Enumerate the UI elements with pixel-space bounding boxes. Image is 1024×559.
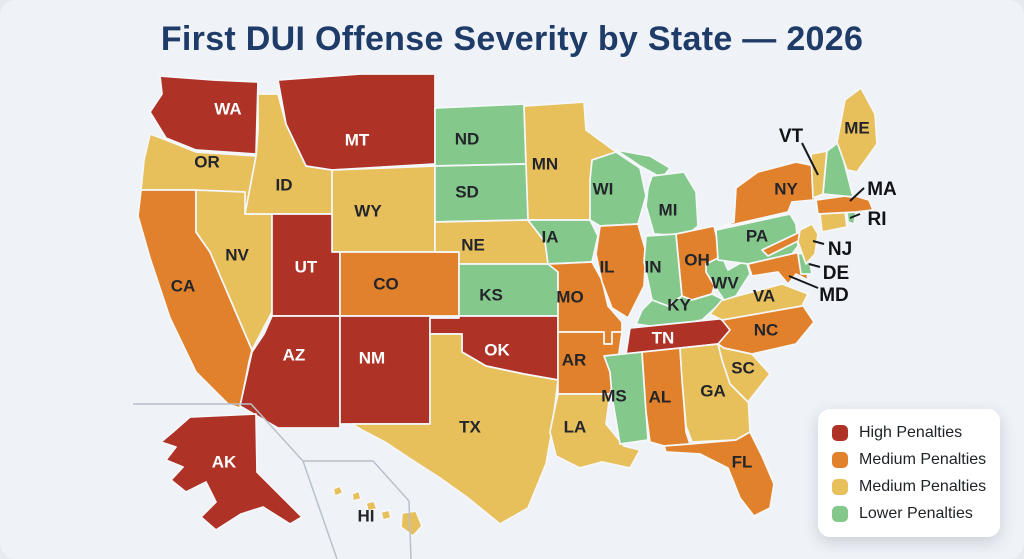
state-label-mo: MO — [556, 287, 583, 306]
hawaii-inset-border — [303, 460, 412, 559]
legend-swatch-lower — [832, 506, 848, 522]
state-label-nd: ND — [455, 129, 480, 148]
state-wa — [149, 75, 259, 155]
state-label-ky: KY — [667, 295, 691, 314]
legend-swatch-medium_orange — [832, 452, 848, 468]
state-ks — [458, 263, 559, 317]
legend-item-high: High Penalties — [832, 424, 1000, 442]
state-me — [836, 87, 878, 173]
state-mi — [615, 149, 671, 179]
legend-item-medium_orange: Medium Penalties — [832, 451, 1000, 469]
leader-line-ma — [849, 187, 865, 202]
legend: High Penalties Medium Penalties Medium Pen… — [818, 409, 1000, 537]
state-wv — [705, 255, 751, 301]
legend-item-medium_yellow: Medium Penalties — [832, 478, 1000, 496]
state-label-id: ID — [276, 175, 293, 194]
state-label-hi: HI — [358, 506, 375, 525]
state-label-ms: MS — [601, 386, 627, 405]
state-label-wi: WI — [593, 179, 614, 198]
state-label-mt: MT — [345, 130, 370, 149]
state-label-wv: WV — [711, 273, 739, 292]
state-il — [595, 223, 647, 319]
state-label-wa: WA — [214, 99, 241, 118]
state-label-sd: SD — [455, 182, 479, 201]
state-label-nc: NC — [754, 320, 779, 339]
state-label-wy: WY — [354, 201, 382, 220]
state-label-de: DE — [823, 263, 849, 284]
state-hi — [400, 510, 423, 537]
state-nd — [434, 103, 527, 167]
state-label-or: OR — [194, 152, 220, 171]
leader-line-md — [788, 275, 819, 289]
state-label-vt: VT — [779, 126, 804, 147]
state-label-md: MD — [819, 285, 849, 306]
legend-swatch-medium_yellow — [832, 479, 848, 495]
state-label-sc: SC — [731, 358, 755, 377]
state-label-co: CO — [373, 274, 399, 293]
page-title: First DUI Offense Severity by State — 20… — [160, 20, 864, 58]
state-nm — [339, 315, 431, 425]
state-label-ut: UT — [295, 257, 318, 276]
state-hi — [351, 490, 362, 502]
state-mt — [277, 73, 436, 171]
state-label-ny: NY — [774, 179, 798, 198]
leader-line-vt — [801, 142, 819, 176]
state-hi — [332, 485, 344, 497]
state-label-ca: CA — [171, 276, 196, 295]
state-hi — [380, 509, 392, 521]
state-label-il: IL — [599, 257, 614, 276]
state-label-ar: AR — [562, 350, 587, 369]
state-label-nj: NJ — [828, 239, 852, 260]
state-label-ga: GA — [700, 381, 726, 400]
state-label-ks: KS — [479, 285, 503, 304]
state-label-in: IN — [645, 257, 662, 276]
state-label-tx: TX — [459, 417, 481, 436]
state-la — [549, 393, 641, 469]
state-label-az: AZ — [283, 345, 306, 364]
state-label-ri: RI — [868, 209, 887, 230]
leader-line-de — [808, 263, 821, 268]
state-label-me: ME — [844, 118, 870, 137]
legend-item-label: High Penalties — [859, 424, 963, 441]
leader-line-ri — [849, 213, 861, 219]
state-fl — [663, 431, 775, 517]
state-ar — [557, 331, 623, 395]
state-label-la: LA — [564, 417, 587, 436]
state-label-nv: NV — [225, 245, 249, 264]
state-sd — [434, 163, 531, 223]
state-label-tn: TN — [652, 328, 675, 347]
state-label-mn: MN — [532, 154, 558, 173]
state-hi — [365, 500, 378, 512]
state-ak — [160, 413, 303, 531]
state-label-ma: MA — [867, 179, 897, 200]
state-ct — [819, 211, 848, 233]
state-label-ne: NE — [461, 235, 485, 254]
legend-item-lower: Lower Penalties — [832, 505, 1000, 523]
state-label-mi: MI — [659, 200, 678, 219]
legend-item-label: Medium Penalties — [859, 478, 987, 495]
state-nj — [797, 223, 819, 265]
state-wy — [331, 165, 436, 253]
state-label-va: VA — [753, 286, 775, 305]
state-va — [709, 283, 809, 321]
state-label-al: AL — [649, 387, 672, 406]
alaska-inset-border — [133, 403, 338, 559]
state-ma — [815, 194, 874, 215]
state-label-nm: NM — [359, 348, 385, 367]
state-co — [339, 251, 460, 317]
legend-swatch-high — [832, 425, 848, 441]
state-label-ia: IA — [542, 227, 559, 246]
legend-item-label: Medium Penalties — [859, 451, 987, 468]
state-label-ak: AK — [212, 452, 237, 471]
state-label-pa: PA — [746, 226, 768, 245]
state-tx — [351, 333, 559, 525]
state-label-ok: OK — [484, 340, 510, 359]
state-label-oh: OH — [684, 250, 710, 269]
state-label-fl: FL — [732, 452, 753, 471]
legend-item-label: Lower Penalties — [859, 505, 973, 522]
leader-line-nj — [812, 240, 825, 245]
